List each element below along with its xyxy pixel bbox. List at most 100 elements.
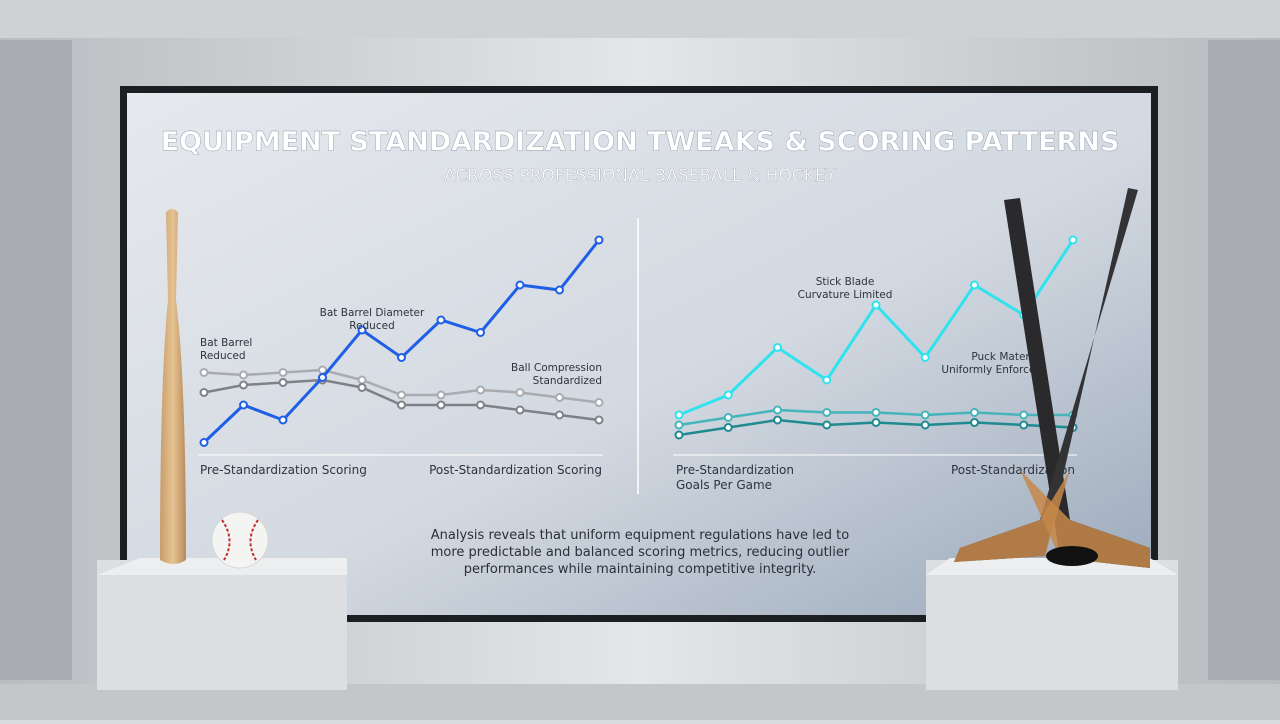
data-point (674, 430, 684, 440)
data-point (476, 400, 485, 410)
data-point (515, 280, 525, 290)
stick-blade-1 (1020, 470, 1150, 568)
data-point (278, 415, 288, 425)
data-point (436, 400, 446, 410)
data-point (436, 390, 446, 400)
annotation-line: Puck Material (971, 351, 1042, 363)
x-label: Post-Standardization Scoring (429, 463, 602, 477)
caption-text: Analysis reveals that uniform equipment … (431, 528, 850, 577)
x-label-line: Post-Standardization Scoring (429, 463, 602, 477)
data-point (723, 423, 733, 432)
data-point (723, 413, 733, 422)
x-label: Pre-Standardization Goals Per Game (676, 463, 794, 492)
data-point (773, 343, 782, 352)
data-point (723, 390, 733, 400)
data-point (199, 438, 209, 447)
data-point (970, 408, 979, 417)
baseball-bat (160, 209, 186, 564)
baseball (211, 511, 269, 569)
caption: Analysis reveals that uniform equipment … (431, 528, 850, 577)
data-point (318, 373, 327, 382)
data-point (397, 390, 406, 400)
data-point (357, 375, 367, 385)
data-point (555, 285, 564, 295)
data-point (357, 383, 367, 392)
data-point (674, 420, 684, 430)
data-point (555, 410, 564, 420)
data-point (674, 410, 684, 420)
data-point (199, 368, 209, 377)
annotation: Bat Barrel Diameter Reduced (320, 307, 425, 332)
x-label-line: Pre-Standardization (676, 463, 794, 477)
ceiling (0, 0, 1280, 38)
data-point (278, 368, 288, 377)
data-point (397, 353, 406, 362)
caption-text-line: more predictable and balanced scoring me… (431, 545, 850, 560)
hockey-stick-1 (1004, 198, 1150, 568)
data-point (773, 415, 782, 425)
annotation-line: Reduced (200, 350, 246, 362)
annotation-line: Bat Barrel (200, 337, 252, 349)
title: EQUIPMENT STANDARDIZATION TWEAKS & SCORI… (161, 127, 1120, 158)
pedestal-right (926, 560, 1178, 690)
baseball-seams (221, 519, 259, 561)
data-point (515, 405, 525, 415)
stick-blade-2 (954, 470, 1070, 562)
data-point (871, 300, 881, 310)
annotation-line: Standardized (533, 375, 602, 387)
pedestal-left-top (97, 558, 347, 575)
annotation-line: Reduced (349, 320, 395, 332)
data-point (1019, 410, 1029, 420)
data-point (920, 410, 930, 420)
data-point (239, 380, 248, 390)
data-point (1019, 420, 1029, 430)
data-point (773, 405, 782, 415)
data-point (594, 415, 604, 425)
data-point (822, 420, 832, 430)
puck (1046, 546, 1098, 566)
data-point (970, 280, 979, 290)
data-point (476, 385, 485, 395)
data-point (436, 315, 446, 325)
annotation-line: Uniformly Enforced (941, 364, 1042, 376)
annotation-line: Curvature Limited (798, 289, 893, 301)
data-point (920, 353, 930, 362)
x-label-line: Pre-Standardization Scoring (200, 463, 367, 477)
hockey-stick-2 (954, 188, 1138, 562)
data-point (594, 398, 604, 407)
annotation: Stick Blade Curvature Limited (798, 276, 893, 301)
data-point (199, 388, 209, 397)
left-panel (0, 40, 72, 680)
data-point (515, 388, 525, 397)
data-point (822, 375, 832, 385)
caption-text-line: performances while maintaining competiti… (464, 562, 817, 577)
right-panel (1208, 40, 1280, 680)
data-point (970, 418, 979, 427)
data-point (397, 400, 406, 410)
x-label-line: Post-Standardization (951, 463, 1075, 477)
annotation: Ball Compression Standardized (511, 362, 602, 387)
x-label-line: Goals Per Game (676, 478, 772, 492)
annotation-line: Bat Barrel Diameter (320, 307, 425, 319)
x-label: Pre-Standardization Scoring (200, 463, 367, 477)
data-point (871, 418, 881, 427)
data-point (555, 393, 564, 402)
data-point (239, 370, 248, 380)
data-point (920, 420, 930, 430)
x-label: Post-Standardization (951, 463, 1075, 477)
data-point (476, 328, 485, 337)
annotation: Bat Barrel Reduced (200, 337, 252, 362)
data-point (871, 408, 881, 417)
data-point (822, 408, 832, 417)
pedestal-left (97, 560, 347, 690)
subtitle: ACROSS PROFESSIONAL BASEBALL & HOCKEY (444, 166, 837, 186)
annotation-line: Ball Compression (511, 362, 602, 374)
data-point (1068, 235, 1078, 245)
data-point (594, 235, 604, 245)
data-point (239, 400, 248, 410)
data-point (278, 378, 288, 387)
screen (127, 93, 1151, 615)
annotation: Puck Material Uniformly Enforced (941, 351, 1042, 376)
